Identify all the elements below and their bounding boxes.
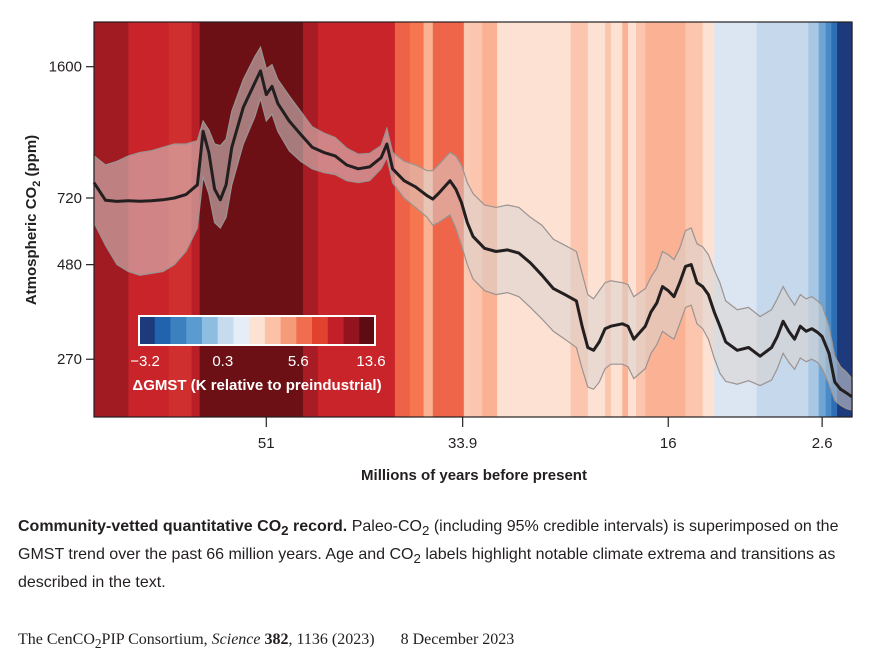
x-axis-label: Millions of years before present (361, 467, 587, 484)
gmst-stripe (317, 22, 396, 417)
citation: The CenCO2PIP Consortium, Science 382, 1… (18, 631, 515, 652)
plot-frame (93, 21, 853, 418)
legend-swatch (154, 316, 171, 345)
x-tick-label: 33.9 (448, 435, 477, 452)
legend-swatch (249, 316, 266, 345)
y-tick-label: 480 (57, 257, 82, 274)
gmst-stripe (605, 22, 612, 417)
legend-swatch (233, 316, 250, 345)
legend-swatch (139, 316, 156, 345)
y-axis-label: Atmospheric CO2 (ppm) (23, 135, 43, 305)
legend-swatch (343, 316, 360, 345)
legend-swatch (201, 316, 219, 345)
gmst-stripe (409, 22, 425, 417)
legend-swatch (186, 316, 203, 345)
x-tick-label: 16 (660, 435, 677, 452)
legend-swatch (264, 316, 281, 345)
legend-title: ΔGMST (K relative to preindustrial) (132, 377, 381, 394)
x-tick-label: 2.6 (812, 435, 833, 452)
legend-swatch (359, 316, 376, 345)
gmst-stripe (628, 22, 637, 417)
legend-tick-label: 0.3 (212, 353, 233, 370)
legend-tick-label: 5.6 (288, 353, 309, 370)
legend-tick-label: 13.6 (356, 353, 385, 370)
y-tick-label: 1600 (49, 59, 82, 76)
legend-swatch (312, 316, 329, 345)
gmst-color-legend: −3.2 0.3 5.6 13.6 ΔGMST (K relative to prein… (130, 315, 386, 394)
legend-frame (138, 315, 376, 346)
gmst-stripe (825, 22, 832, 417)
y-tick-label: 270 (57, 351, 82, 368)
y-axis: 1600 720 480 270 (49, 59, 94, 368)
gmst-stripe (837, 22, 853, 417)
gmst-stripe (831, 22, 838, 417)
gmst-stripe (808, 22, 820, 417)
legend-tick-label: −3.2 (130, 353, 160, 370)
x-tick-label: 51 (258, 435, 275, 452)
chart: −3.2 0.3 5.6 13.6 ΔGMST (K relative to prein… (23, 21, 853, 484)
legend-swatch (296, 316, 313, 345)
gmst-stripe (685, 22, 704, 417)
caption-title: Community-vetted quantitative CO2 record… (18, 518, 348, 539)
gmst-stripe (702, 22, 715, 417)
legend-swatch (327, 316, 344, 345)
legend-swatch (280, 316, 297, 345)
x-axis: 51 33.9 16 2.6 (258, 417, 833, 452)
gmst-stripe (636, 22, 646, 417)
gmst-stripe (394, 22, 411, 417)
gmst-stripe (645, 22, 687, 417)
gmst-stripe (818, 22, 827, 417)
y-tick-label: 720 (57, 190, 82, 207)
legend-swatch (217, 316, 234, 345)
gmst-stripe (622, 22, 629, 417)
legend-swatch (170, 316, 187, 345)
co2-median-line (92, 69, 853, 398)
figure-caption: Community-vetted quantitative CO2 record… (18, 518, 839, 592)
